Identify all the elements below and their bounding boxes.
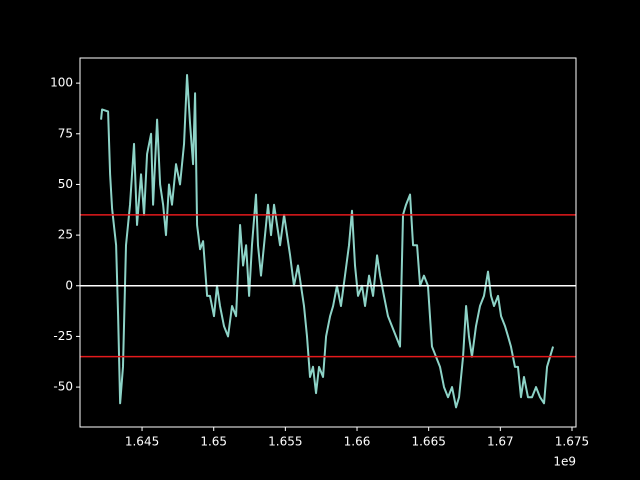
y-tick-label: -50: [53, 380, 73, 394]
y-tick-label: 50: [58, 177, 73, 191]
data-line: [100, 74, 555, 409]
x-tick-label: 1.65: [200, 435, 227, 449]
x-tick-label: 1.675: [555, 435, 589, 449]
x-tick-label: 1.655: [268, 435, 302, 449]
y-tick-label: 100: [50, 76, 73, 90]
x-offset-text: 1e9: [553, 455, 576, 469]
x-tick-label: 1.665: [411, 435, 445, 449]
axes-frame: [79, 57, 577, 428]
y-tick-label: -25: [53, 329, 73, 343]
x-tick-label: 1.67: [487, 435, 514, 449]
x-tick-label: 1.645: [125, 435, 159, 449]
y-tick-label: 75: [58, 126, 73, 140]
y-tick-label: 25: [58, 228, 73, 242]
x-tick-label: 1.66: [344, 435, 371, 449]
y-tick-label: 0: [65, 278, 73, 292]
